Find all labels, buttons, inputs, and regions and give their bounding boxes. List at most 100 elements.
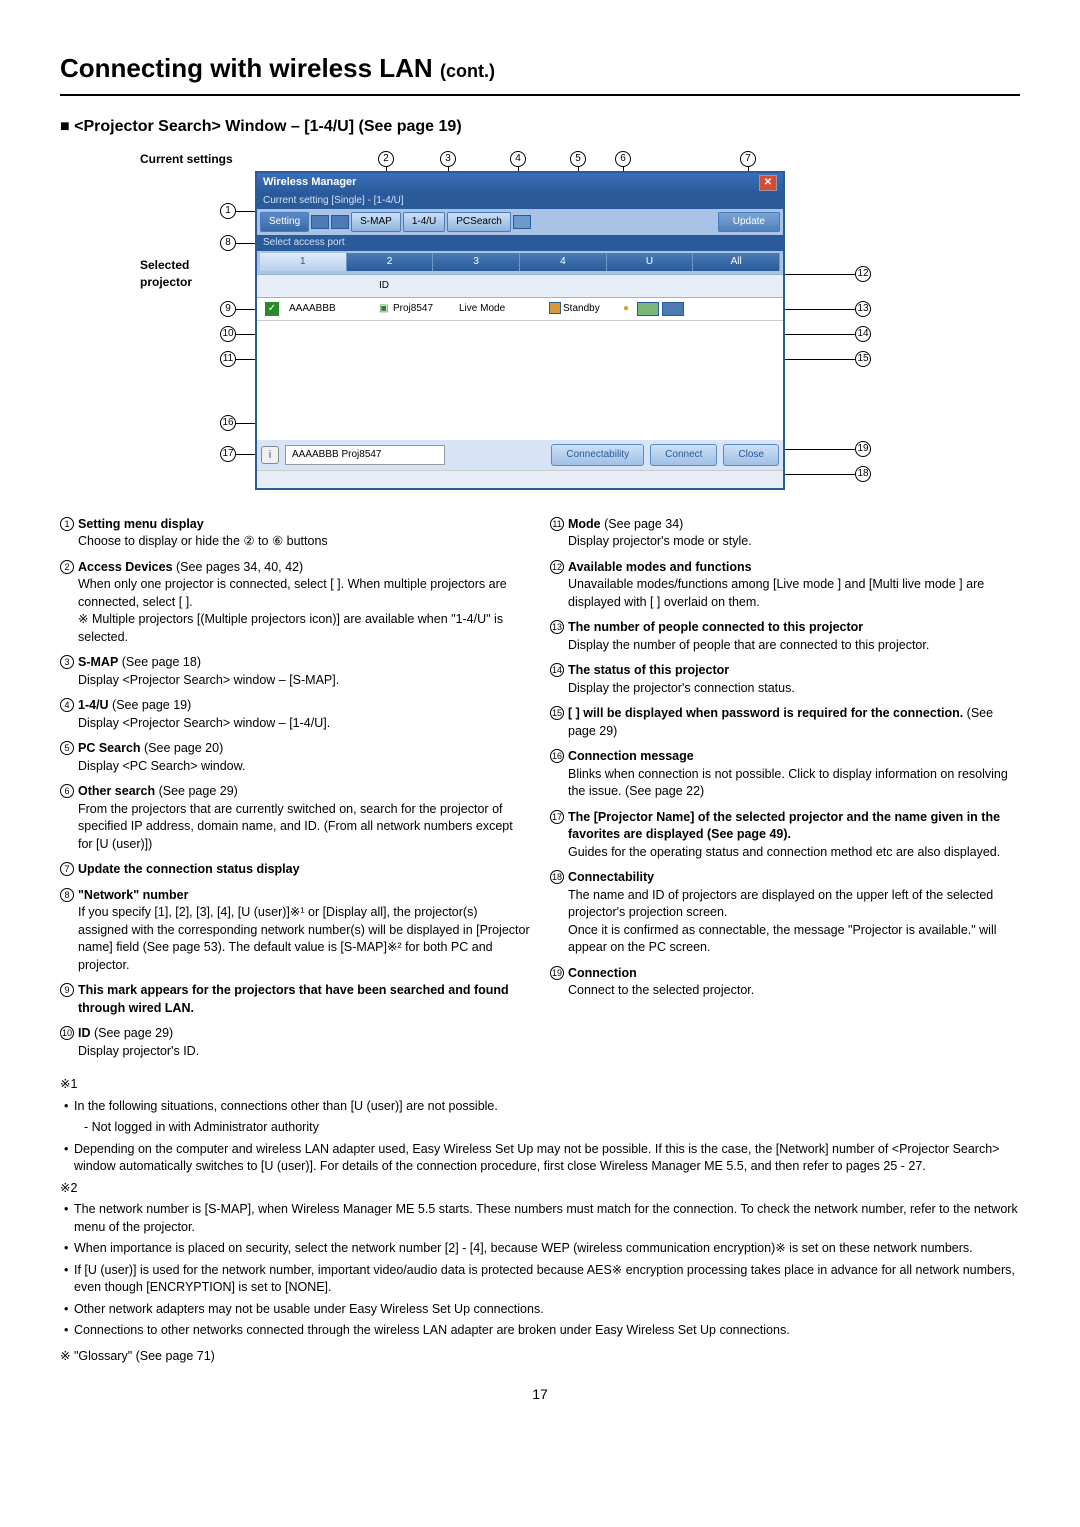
desc-item-2: 2Access Devices (See pages 34, 40, 42)Wh…: [60, 559, 530, 647]
desc-title: PC Search: [78, 741, 141, 755]
desc-text: Choose to display or hide the ② to ⑥ but…: [78, 534, 328, 548]
tab-3[interactable]: 3: [433, 253, 520, 271]
update-button[interactable]: Update: [718, 212, 780, 232]
setting-button[interactable]: Setting: [260, 212, 309, 232]
desc-num: 14: [550, 663, 564, 677]
desc-text: Display the projector's connection statu…: [568, 681, 795, 695]
desc-text: Blinks when connection is not possible. …: [568, 767, 1008, 799]
footnote-2-label: ※2: [60, 1180, 1020, 1198]
projector-row[interactable]: ✓ AAAABBB ▣ Proj8547 Live Mode Standby ●: [257, 298, 783, 321]
desc-text: The name and ID of projectors are displa…: [568, 888, 997, 955]
port-tabs: 1 2 3 4 U All: [257, 251, 783, 274]
toolbar: Setting S-MAP 1-4/U PCSearch Update: [257, 209, 783, 235]
projector-search-window: Wireless Manager ✕ Current setting [Sing…: [255, 171, 785, 491]
current-setting-text: Current setting [Single] - [1-4/U]: [257, 193, 783, 209]
desc-text: Display <Projector Search> window – [1-4…: [78, 716, 330, 730]
desc-item-19: 19ConnectionConnect to the selected proj…: [550, 965, 1020, 1000]
callout-17: 17: [220, 446, 236, 462]
list-header: ID: [257, 274, 783, 298]
desc-title: Connection: [568, 966, 637, 980]
left-column: 1Setting menu displayChoose to display o…: [60, 516, 530, 1069]
search-icon[interactable]: [513, 215, 531, 229]
desc-text: Display <PC Search> window.: [78, 759, 245, 773]
desc-item-16: 16Connection messageBlinks when connecti…: [550, 748, 1020, 801]
row-name: AAAABBB: [285, 300, 375, 318]
desc-ref: (See page 29): [155, 784, 238, 798]
device-multi-icon[interactable]: [331, 215, 349, 229]
callout-4: 4: [510, 151, 526, 167]
device-single-icon[interactable]: [311, 215, 329, 229]
desc-num: 17: [550, 810, 564, 824]
select-port-label: Select access port: [257, 235, 783, 251]
tab-u[interactable]: U: [607, 253, 694, 271]
callout-3: 3: [440, 151, 456, 167]
desc-text: Display <Projector Search> window – [S-M…: [78, 673, 339, 687]
one4u-button[interactable]: 1-4/U: [403, 212, 445, 232]
tab-1[interactable]: 1: [260, 253, 347, 271]
footnote-1a1: - Not logged in with Administrator autho…: [60, 1119, 1020, 1137]
footnote-1-label: ※1: [60, 1076, 1020, 1094]
desc-title: Access Devices: [78, 560, 173, 574]
glossary-ref: ※ "Glossary" (See page 71): [60, 1348, 1020, 1366]
smap-button[interactable]: S-MAP: [351, 212, 401, 232]
callout-6: 6: [615, 151, 631, 167]
desc-item-1: 1Setting menu displayChoose to display o…: [60, 516, 530, 551]
desc-num: 5: [60, 741, 74, 755]
desc-text: Display the number of people that are co…: [568, 638, 929, 652]
desc-item-17: 17 The [Projector Name] of the selected p…: [550, 809, 1020, 862]
desc-item-14: 14 The status of this projector Display th…: [550, 662, 1020, 697]
description-columns: 1Setting menu displayChoose to display o…: [60, 516, 1020, 1069]
info-button[interactable]: i: [261, 446, 279, 464]
desc-title: The status of this projector: [568, 663, 729, 677]
callout-5: 5: [570, 151, 586, 167]
desc-title: [ ] will be displayed when password is r…: [568, 706, 963, 720]
desc-text: From the projectors that are currently s…: [78, 802, 513, 851]
desc-num: 7: [60, 862, 74, 876]
close-button[interactable]: Close: [723, 444, 779, 466]
desc-num: 12: [550, 560, 564, 574]
desc-num: 9: [60, 983, 74, 997]
row-proj: Proj8547: [389, 300, 455, 318]
connectability-button[interactable]: Connectability: [551, 444, 644, 466]
callout-9: 9: [220, 301, 236, 317]
callout-19: 19: [855, 441, 871, 457]
desc-text: Connect to the selected projector.: [568, 983, 754, 997]
connect-button[interactable]: Connect: [650, 444, 717, 466]
desc-text: Guides for the operating status and conn…: [568, 845, 1000, 859]
desc-title: 1-4/U: [78, 698, 109, 712]
desc-ref: (See page 20): [141, 741, 224, 755]
bottom-bar: i AAAABBB Proj8547 Connectability Connec…: [257, 440, 783, 470]
tab-2[interactable]: 2: [347, 253, 434, 271]
desc-ref: (See page 29): [91, 1026, 174, 1040]
desc-text: When only one projector is connected, se…: [78, 577, 507, 644]
title-suffix: (cont.): [440, 61, 495, 81]
section-heading: ■ <Projector Search> Window – [1-4/U] (S…: [60, 116, 1020, 138]
tab-4[interactable]: 4: [520, 253, 607, 271]
status-bar: [257, 470, 783, 488]
desc-num: 4: [60, 698, 74, 712]
desc-title: Other search: [78, 784, 155, 798]
desc-ref: (See page 19): [109, 698, 192, 712]
pcsearch-button[interactable]: PCSearch: [447, 212, 511, 232]
desc-num: 8: [60, 888, 74, 902]
page-number: 17: [60, 1385, 1020, 1405]
desc-item-6: 6Other search (See page 29)From the proj…: [60, 783, 530, 853]
desc-title: The [Projector Name] of the selected pro…: [568, 810, 1000, 842]
desc-item-11: 11Mode (See page 34)Display projector's …: [550, 516, 1020, 551]
callout-1: 1: [220, 203, 236, 219]
desc-text: Display projector's ID.: [78, 1044, 199, 1058]
window-titlebar: Wireless Manager ✕: [257, 173, 783, 193]
desc-item-8: 8"Network" numberIf you specify [1], [2]…: [60, 887, 530, 975]
desc-num: 11: [550, 517, 564, 531]
desc-ref: (See pages 34, 40, 42): [173, 560, 304, 574]
callout-7: 7: [740, 151, 756, 167]
desc-title: Available modes and functions: [568, 560, 752, 574]
live-icon: [637, 302, 659, 316]
callout-8: 8: [220, 235, 236, 251]
selected-name-box: AAAABBB Proj8547: [285, 445, 445, 465]
tab-all[interactable]: All: [693, 253, 780, 271]
desc-item-3: 3S-MAP (See page 18)Display <Projector S…: [60, 654, 530, 689]
desc-title: This mark appears for the projectors tha…: [78, 983, 509, 1015]
desc-text: Display projector's mode or style.: [568, 534, 752, 548]
close-icon[interactable]: ✕: [759, 175, 777, 191]
